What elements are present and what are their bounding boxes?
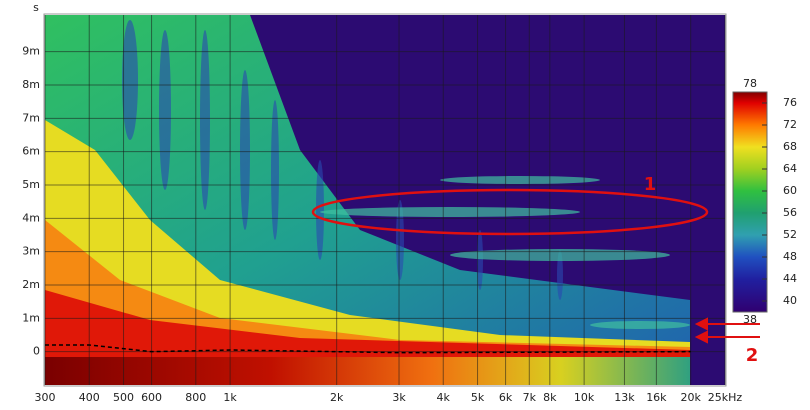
grid [44, 15, 726, 385]
x-tick-label: 13k [614, 391, 635, 404]
annotation: 2 [746, 345, 759, 366]
x-tick-label: 10k [574, 391, 595, 404]
colorbar-tick-label: 60 [783, 184, 797, 197]
x-tick-label: 5k [471, 391, 485, 404]
colorbar-tick-label: 52 [783, 228, 797, 241]
colorbar-max-label: 78 [743, 77, 757, 90]
x-tick-label: 3k [392, 391, 406, 404]
y-tick-label: 4m [22, 211, 40, 224]
highlight-ellipse [311, 188, 709, 236]
x-tick-label: 400 [79, 391, 100, 404]
colorbar-tick-label: 68 [783, 140, 797, 153]
colorbar-tick-label: 40 [783, 294, 797, 307]
x-tick-label: 500 [113, 391, 134, 404]
y-tick-label: 9m [22, 45, 40, 58]
y-tick-label: 3m [22, 245, 40, 258]
colorbar-tick-label: 56 [783, 206, 797, 219]
x-tick-label: 7k [523, 391, 537, 404]
x-tick-label: 25kHz [708, 391, 743, 404]
colorbar-tick-label: 76 [783, 96, 797, 109]
colorbar-tick-label: 64 [783, 162, 797, 175]
heatmap [45, 15, 725, 385]
colorbar-min-label: 38 [743, 313, 757, 326]
plot-frame [43, 13, 727, 387]
x-tick-label: 6k [499, 391, 513, 404]
line [45, 344, 691, 354]
colorbar-tick-label: 44 [783, 272, 797, 285]
y-tick-label: 5m [22, 178, 40, 191]
y-tick-label: 7m [22, 111, 40, 124]
colorbar-tick-label: 72 [783, 118, 797, 131]
x-tick-label: 20k [681, 391, 702, 404]
x-tick-label: 600 [141, 391, 162, 404]
y-tick-label: 2m [22, 278, 40, 291]
x-tick-label: 800 [185, 391, 206, 404]
colorbar [732, 91, 768, 313]
arrows [694, 317, 760, 344]
x-tick-label: 8k [543, 391, 557, 404]
y-axis-label: s [33, 1, 39, 14]
y-tick-label: 6m [22, 145, 40, 158]
colorbar-tick-label: 48 [783, 250, 797, 263]
y-tick-label: 0 [33, 345, 40, 358]
x-tick-label: 1k [223, 391, 237, 404]
y-tick-label: 1m [22, 311, 40, 324]
y-tick-label: 8m [22, 78, 40, 91]
annotation: 1 [644, 174, 657, 195]
x-tick-label: 2k [330, 391, 344, 404]
x-tick-label: 300 [35, 391, 56, 404]
x-tick-label: 16k [646, 391, 667, 404]
x-tick-label: 4k [437, 391, 451, 404]
